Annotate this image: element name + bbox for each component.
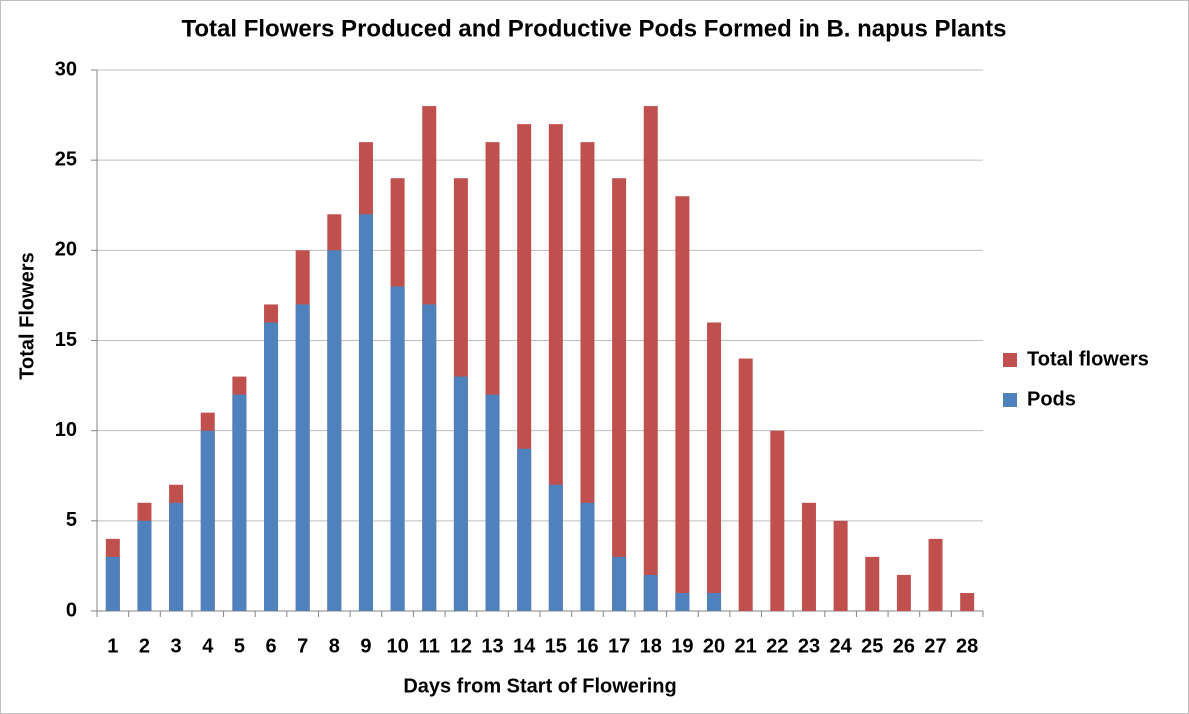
bar <box>738 358 753 611</box>
bar <box>390 286 405 611</box>
legend-swatch <box>1003 353 1017 367</box>
bar <box>580 142 595 611</box>
bar <box>865 556 880 611</box>
x-tick-label: 26 <box>893 635 915 657</box>
x-tick-label: 11 <box>419 635 440 657</box>
y-tick-label: 30 <box>55 58 77 80</box>
x-tick-label: 12 <box>450 635 472 657</box>
bar <box>105 556 120 611</box>
bar <box>295 304 310 611</box>
x-tick-label: 20 <box>703 635 725 657</box>
y-tick-label: 25 <box>55 148 77 170</box>
x-tick-label: 23 <box>798 635 820 657</box>
legend-label: Total flowers <box>1027 348 1149 370</box>
bar <box>137 520 152 611</box>
bar <box>517 448 532 611</box>
bar <box>548 484 563 611</box>
bar <box>896 574 911 611</box>
bar <box>232 394 247 611</box>
bar <box>643 574 658 611</box>
x-tick-label: 14 <box>513 635 536 657</box>
bar <box>580 502 595 611</box>
x-tick-label: 16 <box>576 635 598 657</box>
bar <box>675 196 690 611</box>
bar <box>169 502 184 611</box>
bar <box>960 592 975 611</box>
bar <box>200 430 215 611</box>
x-tick-label: 28 <box>956 635 978 657</box>
x-tick-label: 6 <box>265 635 276 657</box>
bar <box>612 178 627 611</box>
bar <box>770 430 785 611</box>
x-tick-label: 27 <box>924 635 946 657</box>
y-axis-label: Total Flowers <box>16 252 38 379</box>
x-tick-label: 19 <box>671 635 693 657</box>
x-tick-label: 5 <box>234 635 245 657</box>
bar <box>422 304 437 611</box>
x-tick-label: 22 <box>766 635 788 657</box>
x-tick-label: 1 <box>107 635 118 657</box>
y-tick-label: 15 <box>55 329 77 351</box>
bar <box>453 376 468 611</box>
bar <box>928 538 943 611</box>
x-tick-label: 15 <box>545 635 567 657</box>
bar <box>264 322 279 611</box>
bar <box>675 592 690 611</box>
x-tick-label: 18 <box>640 635 662 657</box>
x-tick-label: 2 <box>139 635 150 657</box>
bar <box>707 592 722 611</box>
bar <box>485 394 500 611</box>
bar <box>801 502 816 611</box>
x-tick-label: 24 <box>829 635 852 657</box>
x-tick-label: 21 <box>735 635 757 657</box>
x-tick-label: 17 <box>608 635 630 657</box>
legend-label: Pods <box>1027 388 1076 410</box>
y-tick-label: 10 <box>55 419 77 441</box>
y-tick-label: 0 <box>66 599 77 621</box>
y-tick-label: 20 <box>55 239 77 261</box>
chart-title: Total Flowers Produced and Productive Po… <box>181 15 1006 42</box>
x-tick-label: 8 <box>329 635 340 657</box>
bar <box>707 322 722 611</box>
bar <box>833 520 848 611</box>
x-axis-label: Days from Start of Flowering <box>403 675 676 697</box>
x-tick-label: 25 <box>861 635 883 657</box>
x-tick-label: 7 <box>297 635 308 657</box>
x-tick-label: 10 <box>386 635 408 657</box>
x-tick-label: 3 <box>171 635 182 657</box>
bar <box>358 214 373 611</box>
x-tick-label: 9 <box>360 635 371 657</box>
bar <box>612 556 627 611</box>
x-tick-label: 4 <box>202 635 214 657</box>
legend-swatch <box>1003 393 1017 407</box>
bar <box>327 250 342 612</box>
x-tick-label: 13 <box>481 635 503 657</box>
y-tick-label: 5 <box>66 509 77 531</box>
bar <box>643 106 658 612</box>
